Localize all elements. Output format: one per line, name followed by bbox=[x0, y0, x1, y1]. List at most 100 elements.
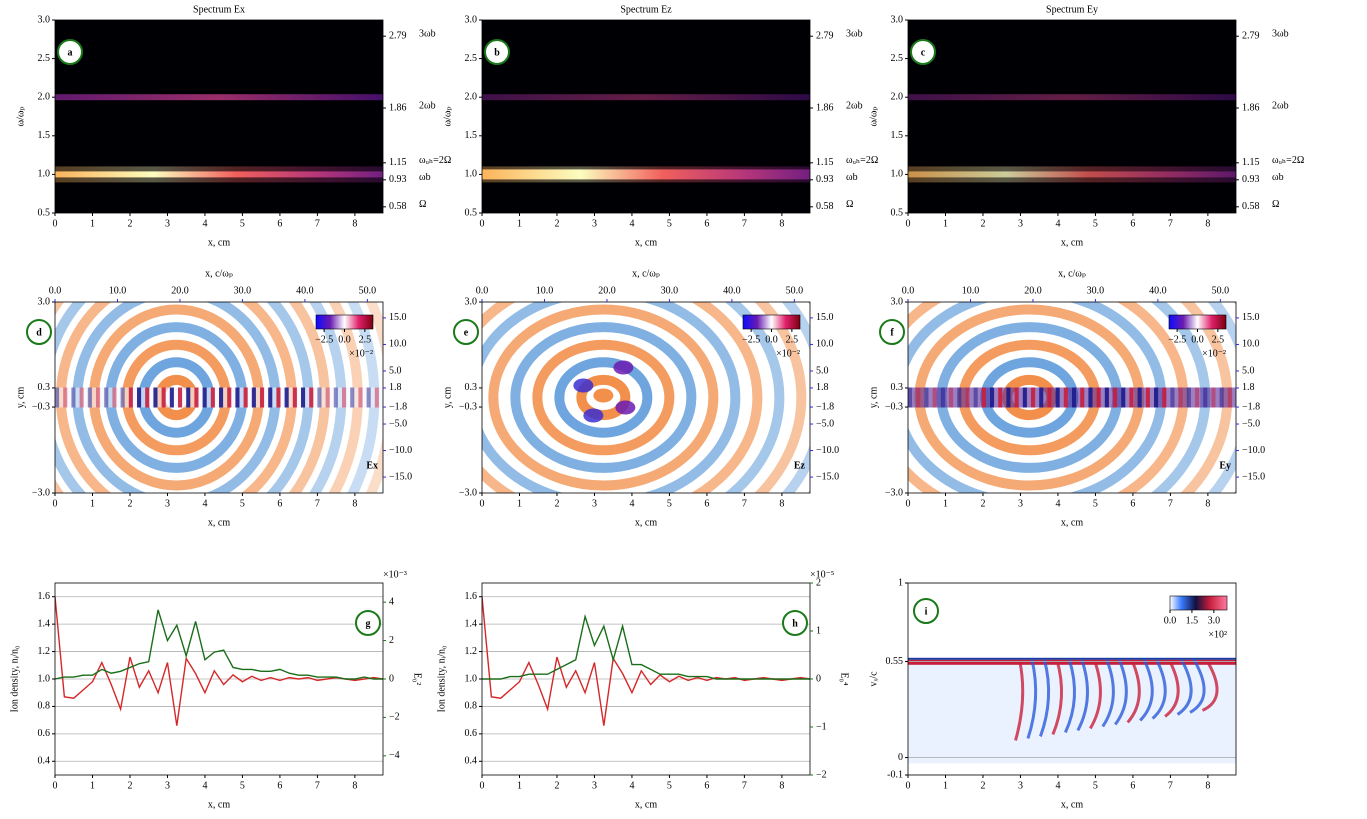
axes-frame bbox=[54, 19, 384, 214]
x2-tick-label: 10.0 bbox=[536, 285, 554, 296]
y-axis-label: Ion density, nᵢ/n₀ bbox=[9, 645, 20, 712]
x2-tick-label: 30.0 bbox=[661, 285, 679, 296]
x-tick-label: 3 bbox=[1018, 780, 1023, 791]
y2-tick-label: 15.0 bbox=[389, 312, 407, 323]
panel-badge bbox=[26, 319, 52, 345]
beam-cell bbox=[1203, 387, 1208, 408]
x-tick-label: 7 bbox=[315, 780, 320, 791]
y-tick-label: 0.3 bbox=[38, 382, 51, 393]
colorbar-tick-label: 0.0 bbox=[338, 334, 351, 345]
y2-multiplier: ×10⁻⁵ bbox=[810, 569, 834, 580]
y2-tick-label: 1.86 bbox=[389, 102, 407, 113]
x-tick-label: 3 bbox=[1018, 498, 1023, 509]
colorbar-multiplier: ×10⁻² bbox=[776, 348, 800, 359]
x-tick-label: 5 bbox=[240, 498, 245, 509]
y-tick-label: 3.0 bbox=[891, 14, 904, 25]
x-axis-label: x, cm bbox=[1061, 799, 1083, 810]
x2-tick-label: 40.0 bbox=[1149, 285, 1167, 296]
beam-cell bbox=[96, 387, 101, 408]
panel-badge bbox=[57, 39, 83, 65]
x-axis-label: x, cm bbox=[635, 517, 657, 528]
x-tick-label: 4 bbox=[202, 218, 207, 229]
y2-tick-label: 5.0 bbox=[1242, 365, 1255, 376]
heatmap-background bbox=[55, 20, 383, 213]
panel-letter: b bbox=[494, 47, 500, 58]
x-tick-label: 7 bbox=[742, 780, 747, 791]
y2-tick-label: −10.0 bbox=[389, 445, 412, 456]
beam-cell bbox=[1080, 387, 1085, 408]
x-tick-label: 4 bbox=[202, 780, 207, 791]
x-tick-label: 3 bbox=[1018, 218, 1023, 229]
x-tick-label: 4 bbox=[1055, 780, 1060, 791]
x-tick-label: 2 bbox=[980, 498, 985, 509]
colorbar-multiplier: ×10² bbox=[1208, 629, 1227, 640]
x2-axis-label: x, c/ωₚ bbox=[1058, 268, 1086, 279]
beam-cell bbox=[1154, 387, 1159, 408]
y-tick-label: 1.6 bbox=[465, 591, 478, 602]
beam-cell bbox=[104, 387, 109, 408]
colorbar-tick-label: −2.5 bbox=[742, 334, 760, 345]
beam-cell bbox=[325, 387, 330, 408]
y-tick-label: -0.1 bbox=[887, 769, 903, 780]
y2-tick-label: −1 bbox=[816, 721, 827, 732]
y2-tick-label: 0.93 bbox=[389, 174, 407, 185]
x-tick-label: 1 bbox=[90, 780, 95, 791]
beam-cell bbox=[1219, 387, 1224, 408]
x-tick-label: 3 bbox=[592, 498, 597, 509]
y2-tick-label: −10.0 bbox=[1242, 445, 1265, 456]
wave-ring bbox=[482, 302, 741, 493]
frequency-annotation: ωb bbox=[846, 172, 858, 183]
colorbar bbox=[742, 314, 801, 330]
x-tick-label: 7 bbox=[742, 498, 747, 509]
y-tick-label: 1.0 bbox=[891, 169, 904, 180]
y-tick-label: 1.0 bbox=[465, 169, 478, 180]
beam-cell bbox=[949, 387, 954, 408]
wave-ring bbox=[510, 322, 697, 473]
frequency-annotation: 3ωb bbox=[1272, 29, 1289, 40]
beam-cell bbox=[243, 387, 248, 408]
x-tick-label: 4 bbox=[629, 780, 634, 791]
wave-ring bbox=[576, 374, 631, 421]
beam-cell bbox=[235, 387, 240, 408]
frequency-annotation: 2ωb bbox=[1272, 100, 1289, 111]
beam-cell bbox=[112, 387, 117, 408]
x-tick-label: 1 bbox=[943, 498, 948, 509]
x-tick-label: 3 bbox=[165, 780, 170, 791]
beam-cell bbox=[1014, 387, 1019, 408]
axes-frame bbox=[907, 19, 1237, 214]
y2-tick-label: 1.8 bbox=[1242, 382, 1255, 393]
frequency-annotation: 2ωb bbox=[419, 100, 436, 111]
y2-tick-label: 5.0 bbox=[816, 365, 829, 376]
panel-badge bbox=[484, 39, 510, 65]
x2-tick-label: 30.0 bbox=[1087, 285, 1105, 296]
x-tick-label: 4 bbox=[629, 218, 634, 229]
beam-cell bbox=[998, 387, 1003, 408]
beam-cell bbox=[317, 387, 322, 408]
colorbar-tick-label: 2.5 bbox=[359, 334, 372, 345]
colorbar-tick-label: −2.5 bbox=[1168, 334, 1186, 345]
y-tick-label: 0.6 bbox=[38, 728, 51, 739]
x-axis-label: x, cm bbox=[1061, 237, 1083, 248]
x2-tick-label: 0.0 bbox=[49, 285, 62, 296]
x2-axis-label: x, c/ωₚ bbox=[632, 268, 660, 279]
frequency-annotation: ωb bbox=[1272, 172, 1284, 183]
beam-cell bbox=[1211, 387, 1216, 408]
x-tick-label: 6 bbox=[704, 780, 709, 791]
x-tick-label: 7 bbox=[1168, 218, 1173, 229]
panel-letter: i bbox=[925, 606, 928, 617]
y-tick-label: 1.2 bbox=[38, 646, 51, 657]
y2-multiplier: ×10⁻³ bbox=[383, 569, 407, 580]
beam-cell bbox=[1227, 387, 1232, 408]
x-tick-label: 7 bbox=[315, 498, 320, 509]
y2-tick-label: −4 bbox=[389, 750, 400, 761]
beam-cell bbox=[79, 387, 84, 408]
x-tick-label: 7 bbox=[1168, 498, 1173, 509]
plot-area bbox=[908, 583, 1236, 775]
x2-tick-label: 10.0 bbox=[962, 285, 980, 296]
y2-tick-label: 1.86 bbox=[1242, 102, 1260, 113]
beam-cell bbox=[55, 387, 60, 408]
x-tick-label: 7 bbox=[315, 218, 320, 229]
axes-frame bbox=[54, 301, 384, 494]
y-tick-label: 2.0 bbox=[891, 91, 904, 102]
